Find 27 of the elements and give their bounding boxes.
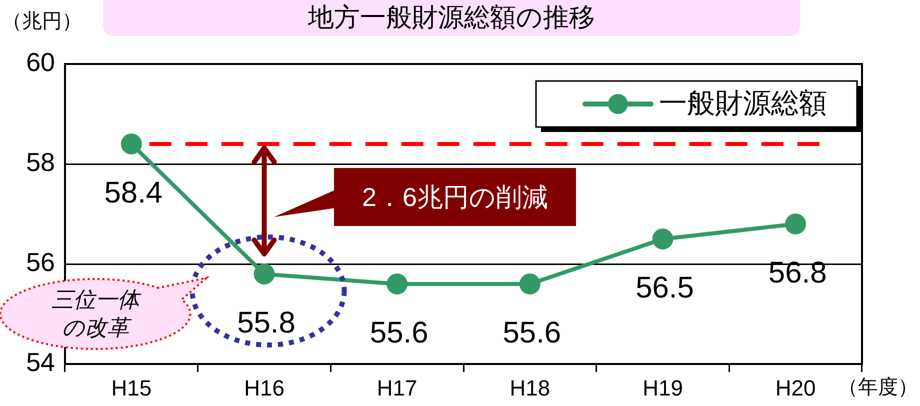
y-tick-label: 56	[26, 247, 55, 278]
y-axis-title: （兆円）	[2, 10, 82, 33]
data-label: 55.6	[370, 316, 428, 350]
data-label: 55.6	[502, 316, 562, 350]
point	[785, 214, 806, 234]
point	[386, 274, 408, 294]
data-label: 55.8	[237, 306, 296, 340]
x-tick-label: H20	[775, 375, 816, 400]
legend-label: 一般財源総額	[659, 88, 827, 119]
y-tick-label: 54	[26, 347, 55, 378]
data-label: 56.5	[636, 271, 694, 304]
annotation: 2．6兆円の削減	[362, 182, 548, 212]
x-tick-label: H18	[510, 375, 550, 400]
x-tick-label: H17	[376, 375, 418, 400]
point	[652, 228, 674, 250]
point	[120, 134, 142, 154]
point	[254, 264, 275, 284]
x-axis-title: （年度）	[838, 376, 918, 399]
y-tick-label: 60	[26, 47, 55, 78]
x-tick-label: H19	[642, 375, 683, 400]
x-tick-label: H16	[244, 375, 284, 400]
chart-title: 地方一般財源総額の推移	[103, 0, 800, 36]
data-label: 58.4	[104, 176, 163, 210]
y-tick-label: 58	[26, 147, 55, 178]
x-tick-label: H15	[111, 375, 152, 400]
point	[519, 274, 540, 294]
annotation: 三位一体の改革	[50, 286, 140, 342]
